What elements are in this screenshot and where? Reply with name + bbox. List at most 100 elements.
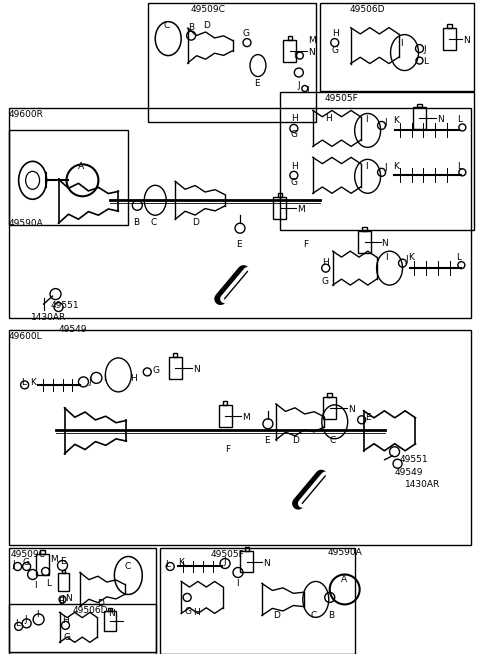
- Text: C: C: [150, 218, 156, 227]
- Text: H: H: [291, 115, 298, 123]
- Text: M: M: [308, 35, 315, 45]
- Text: M: M: [297, 205, 305, 214]
- Text: K: K: [408, 253, 414, 262]
- Text: G: G: [243, 29, 250, 37]
- Text: I: I: [35, 582, 37, 590]
- Text: L: L: [306, 86, 311, 94]
- Bar: [223, 401, 228, 405]
- Text: J: J: [406, 255, 408, 264]
- Text: J: J: [24, 616, 27, 624]
- Bar: [173, 353, 178, 357]
- Bar: [362, 227, 367, 231]
- Bar: [245, 546, 249, 550]
- Text: N: N: [463, 35, 470, 45]
- Text: 49551: 49551: [50, 301, 79, 310]
- Bar: [413, 107, 426, 130]
- Bar: [168, 357, 181, 379]
- Bar: [108, 608, 112, 611]
- Text: C: C: [330, 436, 336, 445]
- Text: G: G: [23, 557, 30, 567]
- Bar: [9, 548, 156, 652]
- Text: 49549: 49549: [59, 325, 87, 334]
- Text: G: G: [184, 607, 191, 616]
- Text: H: H: [332, 29, 338, 37]
- Text: H: H: [193, 608, 200, 618]
- Text: 1430AR: 1430AR: [405, 479, 440, 489]
- Text: L: L: [165, 559, 170, 569]
- Text: N: N: [308, 48, 314, 56]
- Text: D: D: [203, 21, 210, 29]
- Text: N: N: [382, 239, 388, 248]
- Text: A: A: [341, 576, 347, 584]
- Text: G: G: [291, 130, 298, 140]
- Text: G: G: [322, 277, 329, 286]
- Text: N: N: [437, 115, 444, 124]
- Text: J: J: [223, 557, 226, 565]
- Text: M: M: [242, 413, 250, 422]
- Text: E: E: [236, 240, 241, 249]
- Text: L: L: [15, 620, 20, 628]
- Text: F: F: [303, 240, 308, 249]
- Text: 49506D: 49506D: [72, 607, 108, 616]
- Text: J: J: [384, 163, 387, 172]
- Bar: [277, 193, 282, 197]
- Text: I: I: [385, 253, 388, 262]
- Text: G: G: [63, 633, 71, 643]
- Bar: [148, 3, 316, 122]
- Text: I: I: [365, 162, 367, 172]
- Text: 49549: 49549: [395, 468, 423, 477]
- Text: N: N: [108, 609, 115, 618]
- Text: N: N: [65, 595, 72, 603]
- Text: D: D: [192, 218, 199, 227]
- Bar: [104, 611, 116, 631]
- Bar: [417, 103, 422, 107]
- Text: H: H: [325, 115, 332, 123]
- Text: 49506D: 49506D: [350, 5, 385, 14]
- Text: K: K: [31, 378, 36, 387]
- Text: J: J: [88, 377, 91, 386]
- Text: 49590A: 49590A: [9, 219, 43, 228]
- Text: H: H: [62, 616, 69, 626]
- Text: J: J: [384, 119, 387, 128]
- Text: E: E: [264, 436, 270, 445]
- Text: L: L: [21, 378, 25, 387]
- Text: B: B: [188, 23, 194, 31]
- Bar: [160, 548, 355, 654]
- Text: K: K: [394, 117, 399, 126]
- Bar: [288, 35, 292, 39]
- Text: G: G: [152, 366, 159, 375]
- Text: J: J: [298, 81, 300, 90]
- Bar: [218, 405, 231, 427]
- Bar: [240, 550, 253, 572]
- Text: J: J: [12, 559, 15, 569]
- Text: B: B: [133, 218, 139, 227]
- Text: C: C: [124, 561, 131, 571]
- Text: I: I: [400, 39, 403, 48]
- Bar: [320, 3, 474, 90]
- Text: K: K: [394, 162, 399, 172]
- Text: J: J: [423, 45, 426, 54]
- Bar: [447, 24, 452, 28]
- Text: D: D: [273, 611, 280, 620]
- Text: E: E: [365, 413, 370, 422]
- Text: F: F: [225, 445, 230, 454]
- Bar: [274, 197, 287, 219]
- Text: N: N: [193, 365, 200, 374]
- Text: 49600L: 49600L: [9, 332, 42, 341]
- Text: H: H: [130, 374, 137, 383]
- Bar: [280, 92, 474, 230]
- Text: I: I: [103, 374, 106, 383]
- Bar: [36, 553, 49, 576]
- Bar: [40, 550, 45, 553]
- Bar: [327, 393, 332, 397]
- Text: 49505F: 49505F: [325, 94, 359, 103]
- Text: I: I: [365, 115, 367, 124]
- Text: C: C: [311, 611, 317, 620]
- Bar: [443, 28, 456, 50]
- Text: 1430AR: 1430AR: [31, 313, 66, 322]
- Bar: [9, 605, 156, 654]
- Text: L: L: [456, 253, 461, 262]
- Text: D: D: [292, 436, 299, 445]
- Text: 49590A: 49590A: [328, 548, 362, 557]
- Bar: [58, 574, 69, 591]
